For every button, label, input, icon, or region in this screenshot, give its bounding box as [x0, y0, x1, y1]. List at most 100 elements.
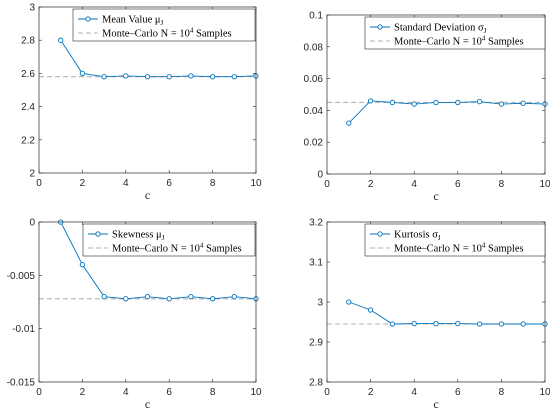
legend-marker-kurtosis	[377, 231, 383, 237]
series-line-skewness	[60, 221, 257, 300]
legend-marker-skewness	[95, 231, 101, 237]
legend-label: Skewness μJ	[112, 230, 165, 243]
legend-label-tail: Samples	[203, 244, 241, 255]
legend-label-superscript: 4	[200, 242, 204, 250]
legend-marker-std	[377, 24, 383, 30]
data-point-mean	[166, 74, 172, 80]
data-point-kurtosis	[433, 320, 439, 327]
x-tick-label: 0	[324, 387, 330, 398]
series-line-mean	[60, 39, 257, 78]
data-point-std	[411, 101, 417, 107]
x-tick-label: 8	[499, 387, 505, 398]
legend-label-tail: Samples	[485, 37, 523, 48]
axes-frame-skewness	[38, 221, 257, 383]
data-point-mean	[123, 73, 129, 79]
x-axis-label: c	[433, 397, 438, 411]
legend-box	[72, 8, 256, 42]
x-tick-label: 2	[368, 387, 374, 398]
data-point-skewness	[101, 294, 107, 300]
x-tick-label: 0	[36, 178, 42, 189]
x-tick-label: 0	[36, 387, 42, 398]
y-tick-label: 2.8	[309, 378, 323, 389]
x-tick-label: 2	[80, 387, 86, 398]
data-point-mean	[188, 73, 194, 79]
data-point-mean	[58, 37, 64, 43]
x-tick-label: 6	[166, 387, 172, 398]
x-tick-label: 8	[210, 387, 216, 398]
legend-label-text: Standard Deviation σ	[394, 23, 484, 34]
legend-label-tail: Samples	[193, 29, 231, 40]
legend-label-tail: Samples	[485, 244, 523, 255]
data-point-mean	[101, 74, 107, 80]
x-tick-label: 6	[455, 387, 461, 398]
data-point-kurtosis	[498, 321, 505, 327]
data-point-skewness	[188, 294, 194, 300]
data-point-kurtosis	[520, 321, 526, 327]
y-tick-label: -0.005	[7, 271, 36, 282]
data-point-kurtosis	[367, 307, 374, 313]
legend-label-text: Monte–Carlo N = 10	[394, 37, 482, 48]
x-axis-label: c	[145, 188, 150, 202]
series-line-std	[348, 100, 546, 124]
x-tick-label: 10	[250, 178, 262, 189]
data-point-mean	[79, 70, 86, 77]
data-point-std	[476, 99, 483, 105]
x-tick-label: 10	[539, 179, 550, 190]
y-tick-label: 2	[29, 169, 35, 180]
data-point-mean	[231, 74, 237, 80]
y-tick-label: 0.04	[304, 106, 324, 117]
data-point-mean	[144, 74, 151, 80]
data-point-skewness	[209, 296, 216, 302]
legend-box	[82, 223, 256, 257]
chart-panel-std: 0 0.02 0.04 0.06 0.08 0.1 0 2 4 6 8 10 c Standard Dev…	[304, 11, 550, 204]
x-axis-label: c	[145, 397, 150, 411]
x-axis-label: c	[433, 189, 438, 203]
data-point-kurtosis	[411, 320, 417, 327]
legend-label: Monte–Carlo N = 104 Samples	[394, 242, 524, 255]
legend-label-text: Monte–Carlo N = 10	[102, 29, 190, 40]
legend-label-text: Kurtosis σ	[394, 230, 438, 241]
legend-label-text: Skewness μ	[112, 230, 162, 241]
data-point-std	[498, 101, 505, 107]
data-point-kurtosis	[455, 320, 461, 327]
data-point-std	[520, 100, 526, 106]
y-tick-label: 0	[317, 170, 323, 181]
data-point-std	[455, 99, 461, 106]
legend-label-text: Monte–Carlo N = 10	[112, 244, 200, 255]
legend-label-superscript: 4	[190, 27, 194, 35]
y-tick-label: 0.08	[304, 42, 324, 53]
y-tick-label: 0.02	[304, 138, 324, 149]
x-tick-label: 8	[210, 178, 216, 189]
data-point-std	[367, 98, 374, 104]
x-tick-label: 10	[539, 387, 550, 398]
legend-label-superscript: 4	[482, 35, 486, 43]
series-line-kurtosis	[348, 301, 545, 325]
y-tick-label: 3.2	[309, 218, 323, 229]
data-point-skewness	[79, 262, 86, 268]
x-tick-label: 4	[123, 387, 129, 398]
y-tick-label: 3	[29, 3, 35, 14]
x-tick-label: 4	[123, 178, 129, 189]
y-tick-label: 0	[29, 218, 35, 229]
y-tick-label: 3	[317, 298, 323, 309]
data-point-kurtosis	[476, 321, 483, 327]
x-tick-label: 2	[80, 178, 86, 189]
legend-label-subscript: J	[484, 27, 487, 35]
data-point-skewness	[166, 296, 172, 302]
legend-box	[364, 223, 546, 257]
data-point-std	[433, 99, 439, 106]
legend-label: Standard Deviation σJ	[394, 23, 487, 36]
x-tick-label: 4	[411, 179, 417, 190]
y-tick-label: -0.015	[7, 378, 36, 389]
data-point-skewness	[231, 294, 237, 300]
legend-label-superscript: 4	[482, 242, 486, 250]
legend-label: Monte–Carlo N = 104 Samples	[112, 242, 242, 255]
y-tick-label: -0.01	[12, 324, 35, 335]
y-tick-label: 2.9	[309, 338, 323, 349]
